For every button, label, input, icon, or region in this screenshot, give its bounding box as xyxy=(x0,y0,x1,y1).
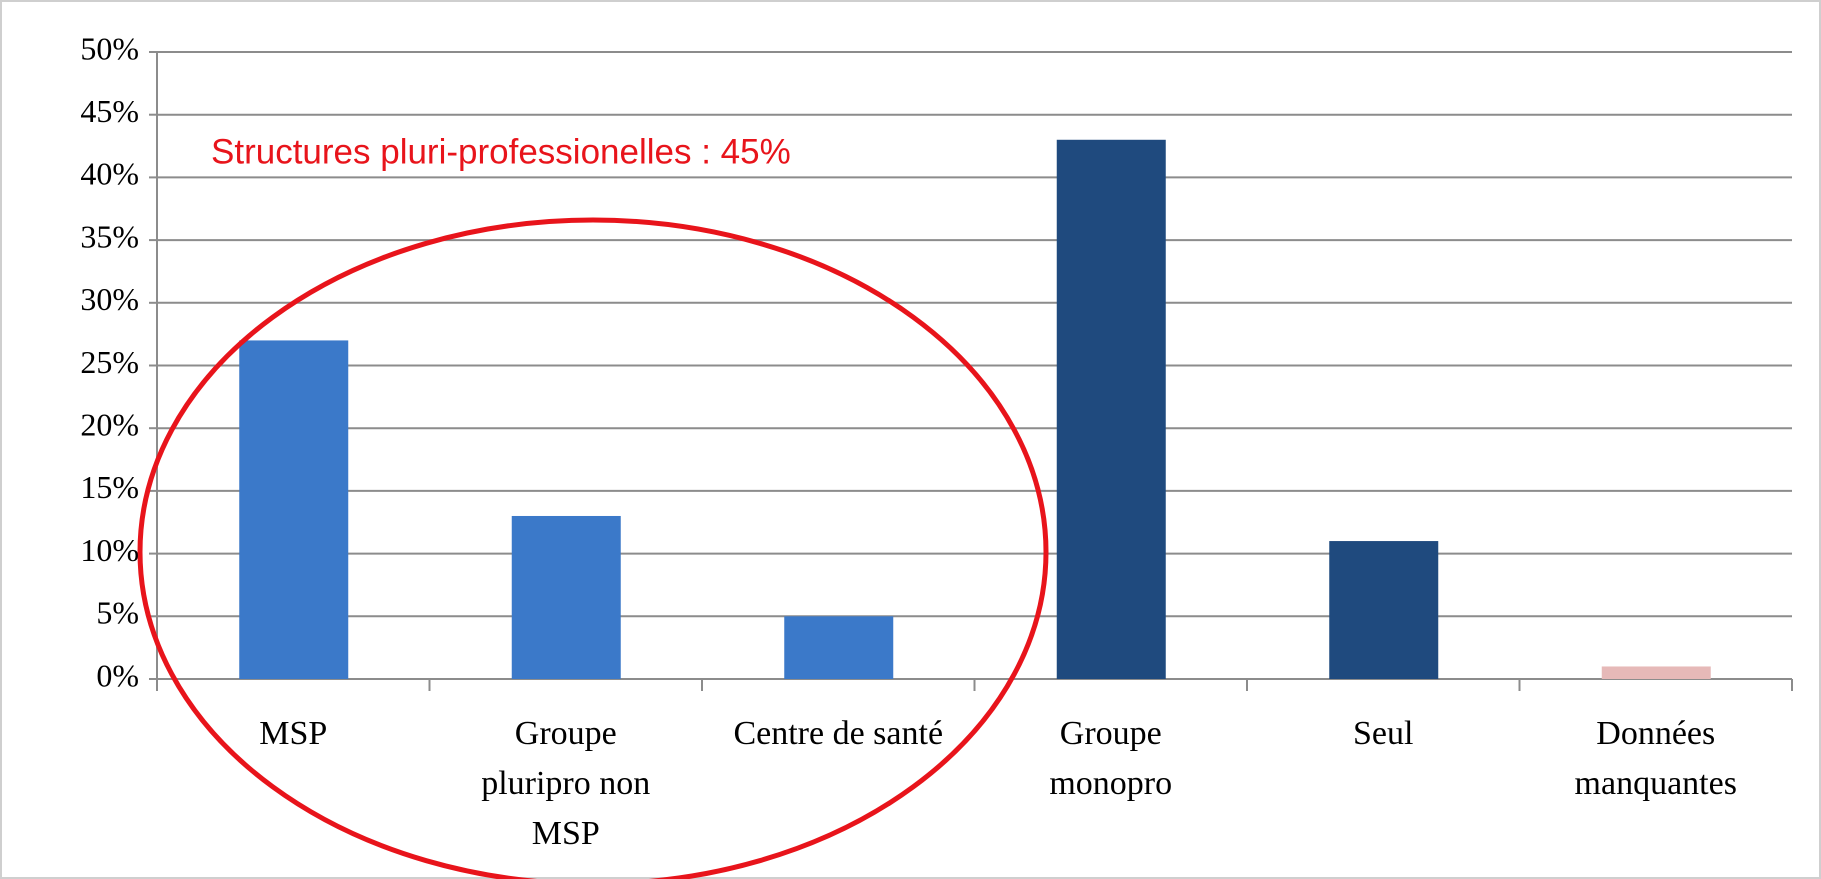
bar xyxy=(784,616,894,679)
y-tick-label: 30% xyxy=(80,281,139,317)
bar xyxy=(1329,541,1439,679)
y-tick-label: 50% xyxy=(80,30,139,66)
bar xyxy=(511,515,621,679)
y-tick-label: 20% xyxy=(80,407,139,443)
annotation: Structures pluri-professionelles : 45% xyxy=(211,132,791,171)
bar xyxy=(1601,666,1711,679)
bar xyxy=(239,340,349,679)
x-tick-label: Groupe monopro xyxy=(1049,715,1173,802)
highlight-ellipse xyxy=(137,217,1049,879)
x-tick-label: Groupe pluripro non MSP xyxy=(481,715,651,852)
y-tick-label: 10% xyxy=(80,532,139,568)
grid xyxy=(149,51,1793,691)
x-tick-label: Seul xyxy=(1353,715,1414,752)
y-tick-label: 35% xyxy=(80,218,139,254)
y-tick-label: 5% xyxy=(96,595,139,631)
y-tick-label: 25% xyxy=(80,344,139,380)
bars xyxy=(239,139,1711,679)
y-tick-label: 45% xyxy=(80,93,139,129)
x-tick-label: MSP xyxy=(259,715,328,752)
y-tick-label: 15% xyxy=(80,469,139,505)
y-tick-label: 0% xyxy=(96,657,139,693)
x-tick-label: Données manquantes xyxy=(1574,715,1737,802)
y-tick-label: 40% xyxy=(80,156,139,192)
x-tick-label: Centre de santé xyxy=(733,715,944,752)
bar xyxy=(1056,139,1166,679)
